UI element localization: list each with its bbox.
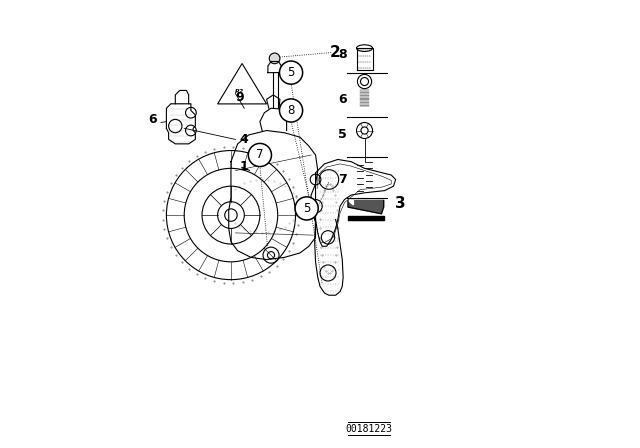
Text: 6: 6 — [148, 113, 157, 126]
Text: 00181223: 00181223 — [346, 424, 392, 434]
Circle shape — [280, 99, 303, 122]
Text: 1: 1 — [240, 159, 249, 172]
Polygon shape — [348, 200, 383, 214]
Text: 3: 3 — [395, 197, 406, 211]
Text: 4: 4 — [240, 133, 249, 146]
Polygon shape — [348, 216, 383, 220]
Text: 9: 9 — [236, 90, 244, 103]
Circle shape — [248, 143, 271, 167]
Circle shape — [295, 197, 318, 220]
Text: 6: 6 — [338, 93, 347, 106]
Text: 2: 2 — [330, 45, 341, 60]
Polygon shape — [348, 200, 353, 205]
Text: R2: R2 — [236, 89, 244, 94]
Text: 7: 7 — [338, 173, 347, 186]
Text: 8: 8 — [287, 104, 295, 117]
Text: 5: 5 — [338, 129, 347, 142]
Text: 7: 7 — [256, 148, 264, 161]
Text: 5: 5 — [303, 202, 310, 215]
Text: 8: 8 — [338, 48, 347, 61]
Circle shape — [280, 61, 303, 84]
Circle shape — [269, 53, 280, 64]
Text: 5: 5 — [287, 66, 295, 79]
